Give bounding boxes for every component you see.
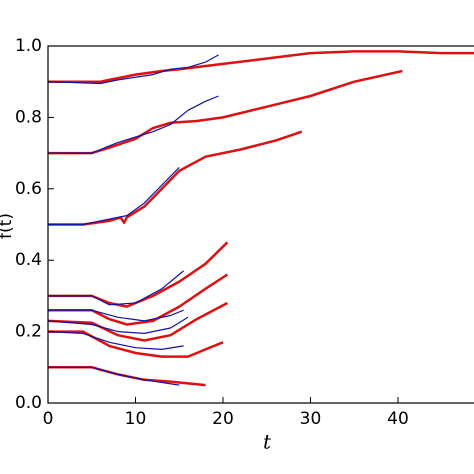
x-tick-label: 10: [125, 409, 147, 429]
x-tick-label: 20: [212, 409, 234, 429]
series-line: [48, 130, 303, 226]
x-tick-label: 40: [387, 409, 409, 429]
series-line: [48, 273, 229, 326]
axes-frame: [47, 45, 474, 404]
y-tick-label: 0.0: [15, 393, 42, 413]
plot-area: [48, 50, 474, 387]
series-line: [48, 316, 189, 334]
series-line: [48, 54, 219, 85]
y-tick-label: 0.4: [15, 250, 42, 270]
y-axis-label: f(t): [0, 213, 16, 239]
series-line: [48, 331, 184, 350]
y-tick-label: 0.8: [15, 107, 42, 127]
y-tick-label: 1.0: [15, 36, 42, 56]
series-line: [48, 366, 180, 386]
series-line: [48, 95, 219, 154]
series-line: [48, 69, 403, 155]
series-line: [48, 166, 180, 226]
series-line: [48, 330, 224, 358]
x-tick-label: 0: [43, 409, 54, 429]
y-tick-label: 0.2: [15, 322, 42, 342]
series-line: [48, 301, 228, 342]
x-axis-label: t: [263, 430, 272, 454]
y-tick-label: 0.6: [15, 179, 42, 199]
series-line: [48, 241, 229, 308]
series-line: [48, 50, 474, 83]
series-line: [48, 270, 184, 306]
x-tick-label: 30: [300, 409, 322, 429]
series-line: [48, 309, 184, 322]
